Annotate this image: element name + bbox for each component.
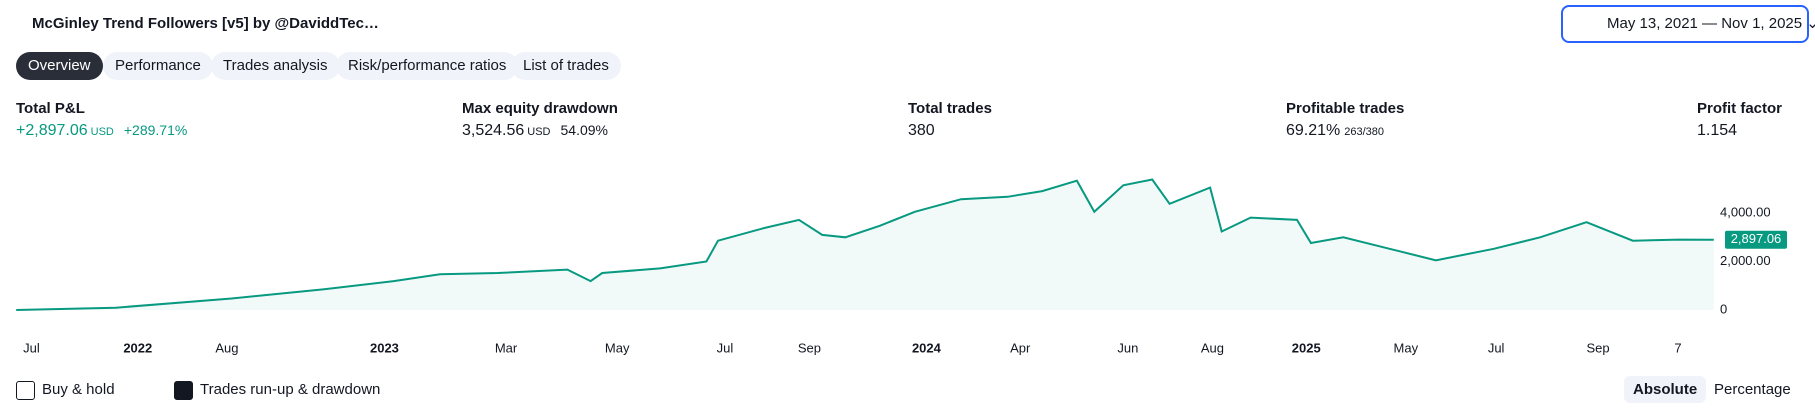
value: 69.21% (1286, 122, 1341, 139)
extra: 263/380 (1344, 126, 1385, 138)
x-tick-label: May (1394, 340, 1419, 355)
extra: +289.71% (123, 122, 188, 138)
x-tick-label: 7 (1674, 340, 1681, 355)
unit: USD (527, 126, 551, 138)
checkbox-checked[interactable] (174, 381, 193, 400)
extra: 54.09% (560, 122, 608, 138)
x-tick-label: Aug (1201, 340, 1224, 355)
metric-value: +2,897.06 USD +289.71% (16, 122, 187, 140)
value: 1.154 (1697, 122, 1738, 139)
date-range: May 13, 2021 — Nov 1, 2025 (1607, 15, 1803, 32)
value: 3,524.56 (462, 122, 525, 139)
chart: 0 2,000.00 4,000.00 2,897.06 Jul 2022 Aug 2023 M… (16, 178, 1787, 355)
absolute-button[interactable]: Absolute (1624, 376, 1707, 403)
x-tick-label: 2023 (370, 340, 399, 355)
metric-value: 1.154 (1697, 122, 1737, 140)
x-tick-label: Sep (798, 340, 821, 355)
equity-line (16, 178, 1714, 311)
date-range-button[interactable]: May 13, 2021 — Nov 1, 2025 ⌄ (1561, 5, 1815, 43)
x-tick-label: May (605, 340, 630, 355)
x-tick-label: 2024 (912, 340, 942, 355)
x-tick-label: 2025 (1292, 340, 1321, 355)
checkbox[interactable] (16, 381, 35, 400)
percentage-button[interactable]: Percentage (1714, 381, 1791, 398)
metric-label: Max equity drawdown (462, 100, 618, 117)
y-tick-label: 0 (1720, 301, 1727, 316)
metric-value: 69.21% 263/380 (1286, 122, 1390, 140)
metric-label: Total trades (908, 100, 992, 117)
metric-label: Total P&L (16, 100, 85, 117)
y-tick-label: 2,000.00 (1720, 253, 1771, 268)
value: +2,897.06 (16, 122, 88, 139)
value: 380 (908, 122, 935, 139)
tab[interactable]: Overview (16, 52, 103, 80)
tab[interactable]: Trades analysis (211, 52, 340, 80)
buy-hold-label: Buy & hold (42, 381, 115, 398)
tab[interactable]: Risk/performance ratios (336, 52, 519, 80)
tab[interactable]: List of trades (511, 52, 621, 80)
runup-label: Trades run-up & drawdown (200, 381, 381, 398)
metric-value: 380 (908, 122, 935, 140)
metric-label: Profitable trades (1286, 100, 1405, 117)
x-tick-label: Mar (495, 340, 518, 355)
last-value-label: 2,897.06 (1731, 231, 1782, 246)
last-value-badge (1725, 230, 1787, 249)
x-tick-label: Jul (1488, 340, 1505, 355)
x-tick-label: Sep (1586, 340, 1609, 355)
x-tick-label: Jun (1117, 340, 1138, 355)
x-tick-label: Jul (23, 340, 40, 355)
x-tick-label: Aug (215, 340, 238, 355)
y-tick-label: 4,000.00 (1720, 204, 1771, 219)
x-tick-label: Apr (1010, 340, 1031, 355)
x-tick-label: Jul (717, 340, 734, 355)
metric-value: 3,524.56 USD 54.09% (462, 122, 608, 140)
unit: USD (90, 126, 114, 138)
tab[interactable]: Performance (103, 52, 213, 80)
strategy-title: McGinley Trend Followers [v5] by @Davidd… (32, 15, 379, 32)
metric-label: Profit factor (1697, 100, 1783, 117)
equity-area (16, 179, 1714, 310)
x-tick-label: 2022 (123, 340, 152, 355)
